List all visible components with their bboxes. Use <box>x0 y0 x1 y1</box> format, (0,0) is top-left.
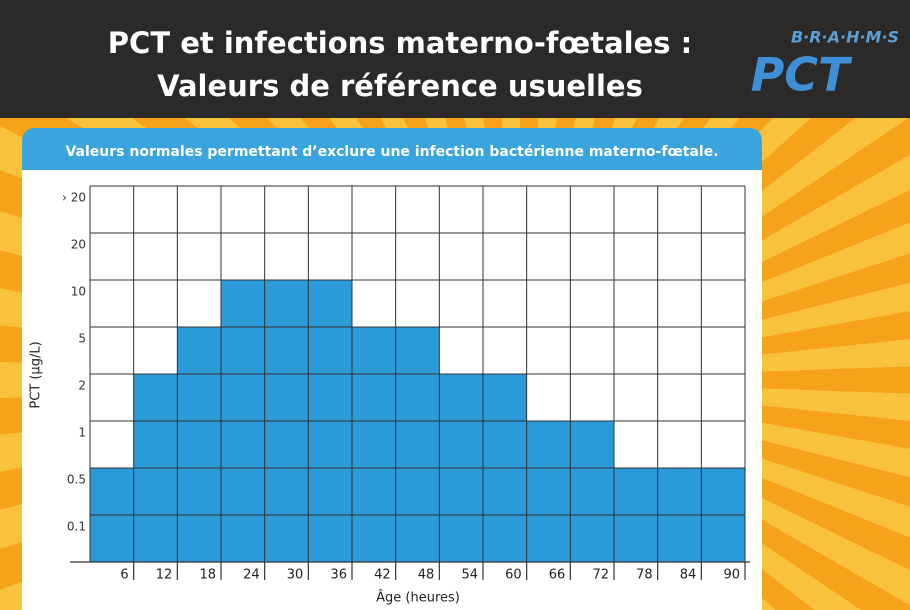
bar <box>352 327 396 562</box>
x-tick-label: 60 <box>505 568 522 583</box>
x-tick-label: 84 <box>680 568 697 583</box>
x-tick-label: 24 <box>243 568 260 583</box>
x-tick-label: 90 <box>723 568 740 583</box>
x-tick-label: 6 <box>120 568 128 583</box>
y-tick-label: 10 <box>71 285 86 299</box>
y-tick-label: 2 <box>78 379 86 393</box>
x-tick-label: 18 <box>199 568 216 583</box>
x-tick-label: 12 <box>156 568 173 583</box>
x-tick-label: 30 <box>287 568 304 583</box>
x-tick-label: 72 <box>592 568 609 583</box>
bar <box>527 421 571 562</box>
screen: PCT et infections materno-fœtales : Vale… <box>0 0 910 610</box>
bar <box>570 421 614 562</box>
y-axis-label: PCT (µg/L) <box>29 341 44 408</box>
y-tick-label: 0.1 <box>67 520 86 534</box>
y-tick-label: 0.5 <box>67 473 86 487</box>
x-tick-label: 36 <box>330 568 347 583</box>
bar <box>396 327 440 562</box>
chart: PCT et infections materno-fœtales : Vale… <box>0 0 910 610</box>
y-tick-label: 5 <box>78 332 86 346</box>
x-tick-label: 42 <box>374 568 391 583</box>
x-tick-label: 48 <box>418 568 435 583</box>
product: PCT <box>751 48 853 102</box>
x-axis-label: Âge (heures) <box>376 590 460 606</box>
brand: B·R·A·H·M·S <box>791 28 899 47</box>
y-tick-label: 1 <box>78 426 86 440</box>
x-tick-label: 54 <box>461 568 478 583</box>
header-title: Valeurs de référence usuelles <box>157 69 643 103</box>
header-title: PCT et infections materno-fœtales : <box>108 26 692 60</box>
y-tick-label: › 20 <box>62 191 86 205</box>
chart-title: Valeurs normales permettant d’exclure un… <box>65 144 718 160</box>
x-tick-label: 78 <box>636 568 653 583</box>
bar <box>177 327 221 562</box>
y-tick-label: 20 <box>71 238 86 252</box>
x-tick-label: 66 <box>549 568 566 583</box>
